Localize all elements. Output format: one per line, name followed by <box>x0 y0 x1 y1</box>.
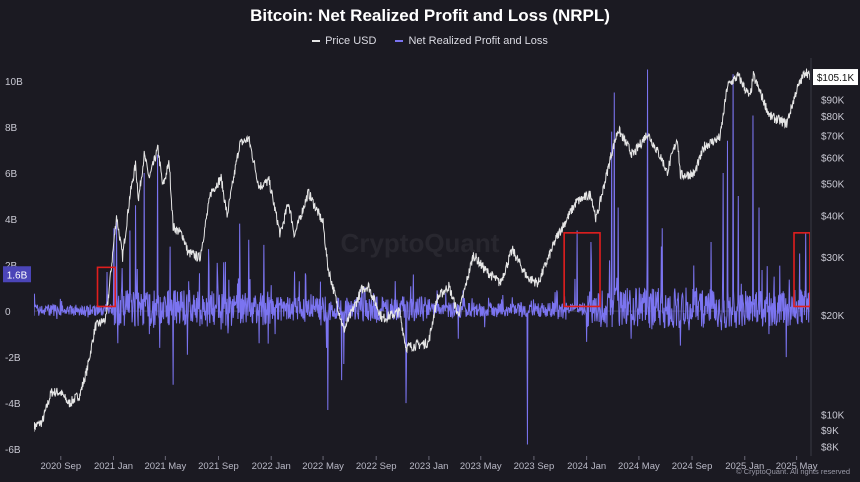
right-tick-label: $90K <box>821 95 845 106</box>
x-tick-label: 2024 May <box>618 461 660 472</box>
legend-item-price[interactable]: Price USD <box>312 35 376 47</box>
legend-item-nrpl[interactable]: Net Realized Profit and Loss <box>395 35 548 47</box>
nrpl-series-line <box>34 69 810 445</box>
right-tick-label: $8K <box>821 443 839 454</box>
right-tick-label: $30K <box>821 253 845 264</box>
right-tick-label: $10K <box>821 411 845 422</box>
x-tick-label: 2025 Jan <box>725 461 764 472</box>
left-tick-label: 6B <box>5 169 18 180</box>
x-tick-label: 2021 May <box>144 461 186 472</box>
x-tick-label: 2024 Sep <box>672 461 713 472</box>
x-tick-label: 2023 Sep <box>514 461 555 472</box>
left-tick-label: -2B <box>5 353 21 364</box>
legend-swatch-nrpl <box>395 40 404 43</box>
left-tick-label: 8B <box>5 123 18 134</box>
copyright-footer: © CryptoQuant. All rights reserved <box>736 467 850 476</box>
highlight-box <box>96 266 117 308</box>
highlight-box <box>793 232 810 308</box>
x-tick-label: 2024 Jan <box>567 461 606 472</box>
highlight-box <box>563 232 601 308</box>
x-tick-label: 2021 Sep <box>198 461 239 472</box>
right-tick-label: $60K <box>821 154 845 165</box>
left-current-value-label: 1.6B <box>7 270 28 281</box>
right-current-price-box <box>813 69 858 86</box>
x-tick-label: 2023 May <box>460 461 502 472</box>
right-tick-label: $20K <box>821 311 845 322</box>
legend-swatch-price <box>312 40 321 43</box>
left-current-value-box <box>3 266 31 283</box>
x-tick-label: 2025 May <box>776 461 818 472</box>
x-tick-label: 2022 Sep <box>356 461 397 472</box>
right-tick-label: $80K <box>821 112 845 123</box>
right-current-price-label: $105.1K <box>817 73 855 84</box>
legend-label-price: Price USD <box>325 35 377 47</box>
legend-label-nrpl: Net Realized Profit and Loss <box>408 35 548 47</box>
chart-title: Bitcoin: Net Realized Profit and Loss (N… <box>250 6 610 25</box>
x-tick-label: 2022 Jan <box>252 461 291 472</box>
left-tick-label: 4B <box>5 215 18 226</box>
left-tick-label: -6B <box>5 445 21 456</box>
right-tick-label: $9K <box>821 426 839 437</box>
left-tick-label: 0 <box>5 307 11 318</box>
right-tick-label: $50K <box>821 180 845 191</box>
x-tick-label: 2022 May <box>302 461 344 472</box>
right-tick-label: $70K <box>821 131 845 142</box>
x-tick-label: 2021 Jan <box>94 461 133 472</box>
right-tick-label: $40K <box>821 212 845 223</box>
x-tick-label: 2023 Jan <box>409 461 448 472</box>
left-tick-label: -4B <box>5 399 21 410</box>
x-tick-label: 2020 Sep <box>40 461 81 472</box>
left-tick-label: 10B <box>5 77 23 88</box>
legend: Price USD Net Realized Profit and Loss <box>0 35 860 47</box>
price-series-line <box>34 68 810 432</box>
